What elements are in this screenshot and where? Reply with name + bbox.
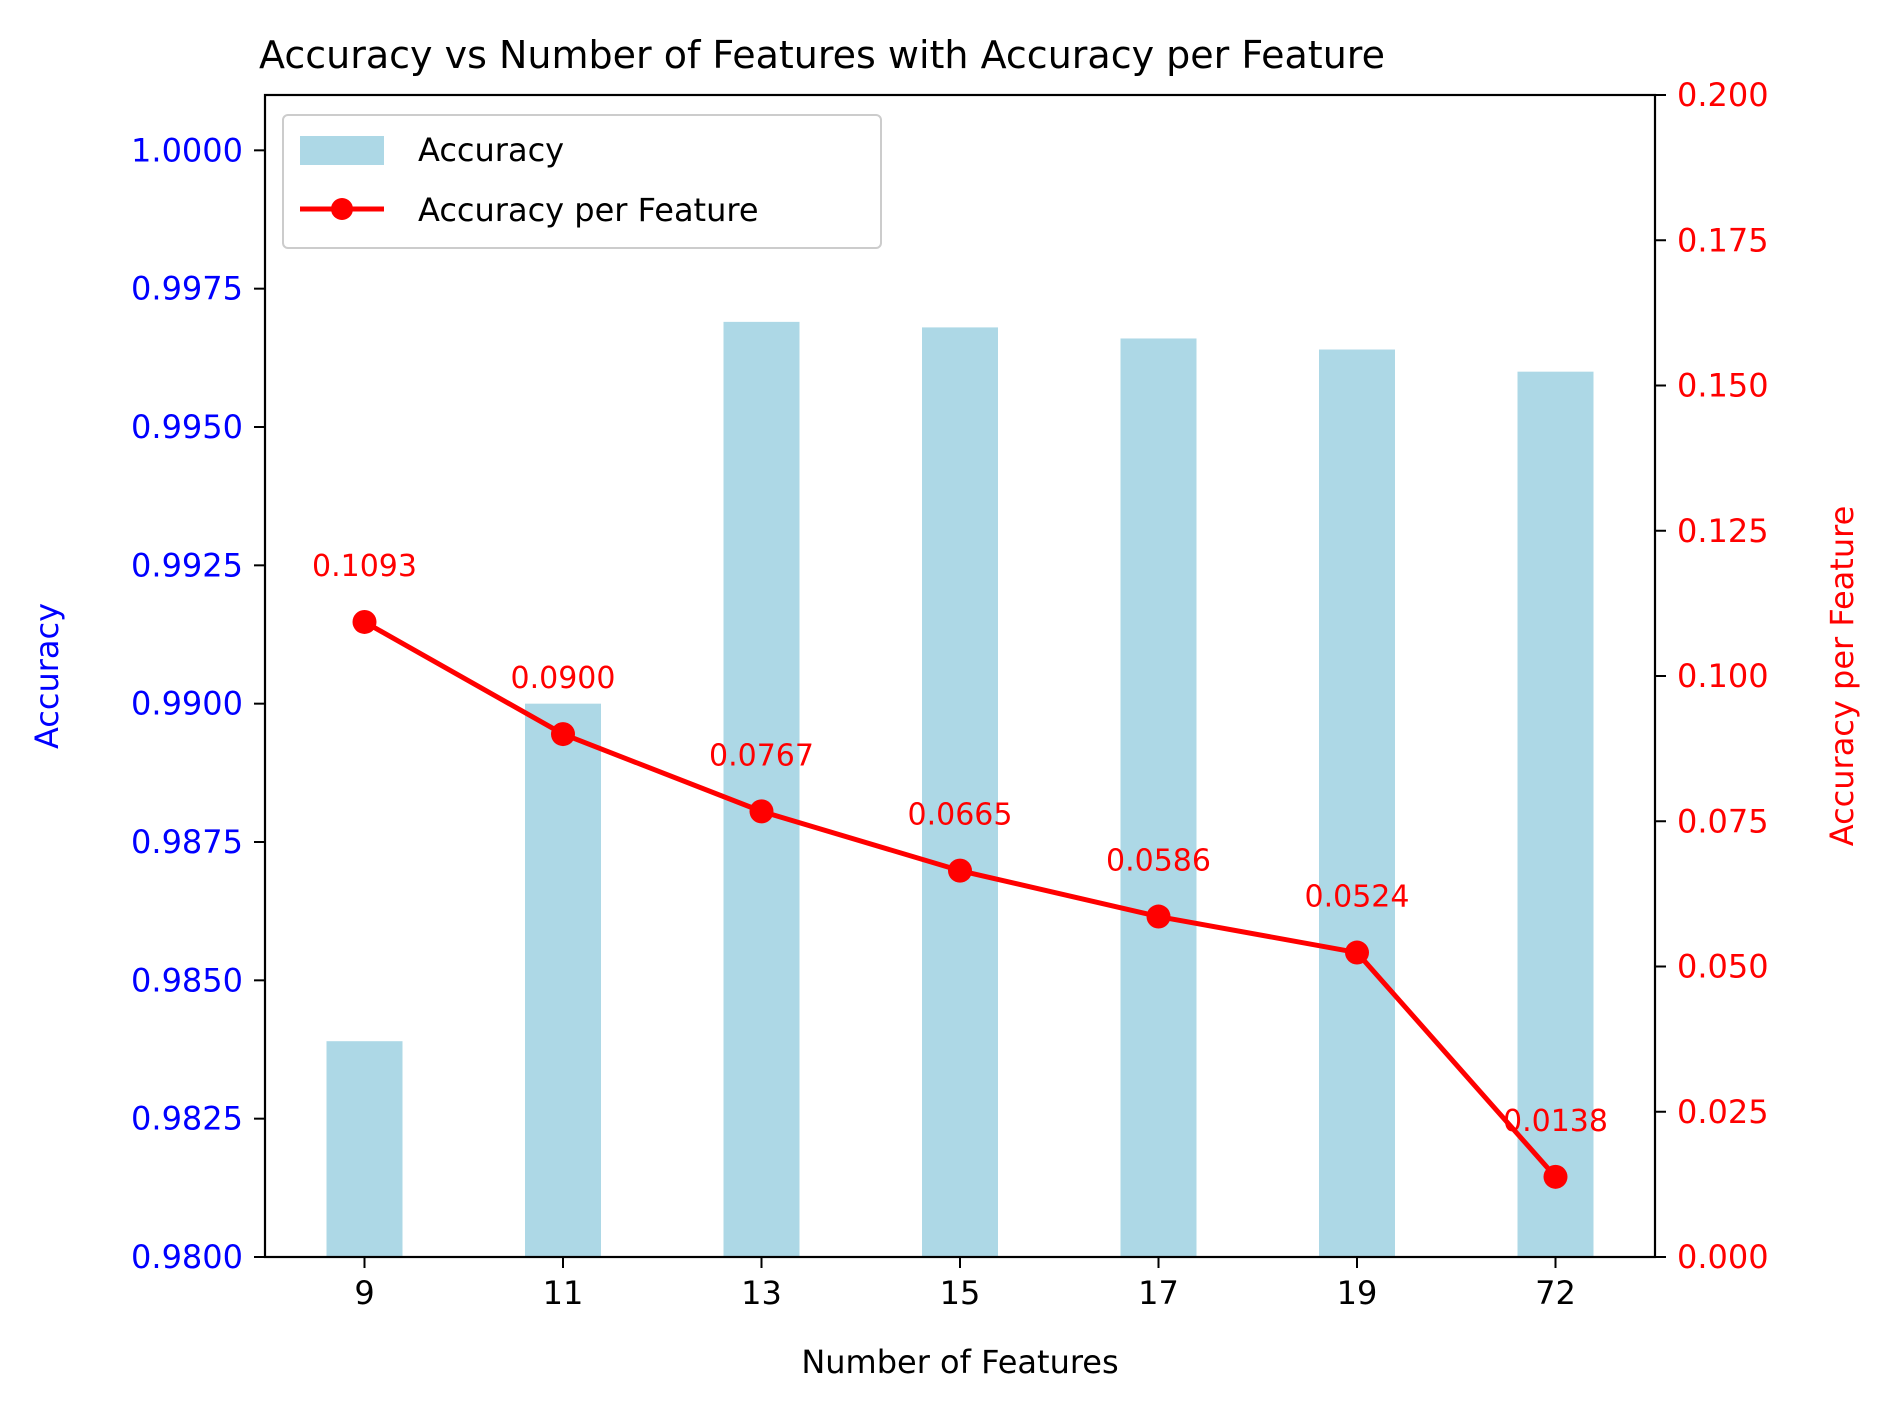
left-y-axis-label: Accuracy — [28, 603, 66, 749]
left-tick-label-5: 0.9925 — [131, 546, 243, 584]
left-y-axis-ticks: 0.9800 0.9825 0.9850 0.9875 0.9900 0.9925 0.99… — [131, 131, 265, 1276]
point-label-17: 0.0586 — [1106, 844, 1211, 879]
right-tick-label-5: 0.125 — [1677, 512, 1769, 550]
x-tick-label-9: 9 — [354, 1274, 374, 1312]
left-tick-label-4: 0.9900 — [131, 685, 243, 723]
point-label-19: 0.0524 — [1305, 880, 1410, 915]
bar-11 — [525, 703, 601, 1257]
point-label-13: 0.0767 — [709, 738, 814, 773]
line-point-17 — [1146, 904, 1171, 929]
bar-9 — [326, 1041, 403, 1257]
right-y-axis-ticks: 0.000 0.025 0.050 0.075 0.100 0.125 0.150 0.175… — [1655, 76, 1769, 1276]
point-label-72: 0.0138 — [1503, 1104, 1608, 1139]
point-label-15: 0.0665 — [908, 798, 1013, 833]
point-label-9: 0.1093 — [312, 549, 417, 584]
right-tick-label-4: 0.100 — [1677, 657, 1769, 695]
x-axis-ticks: 9 11 13 15 17 19 72 — [354, 1257, 1576, 1312]
line-point-19 — [1345, 940, 1369, 965]
chart-title: Accuracy vs Number of Features with Accu… — [259, 33, 1385, 77]
x-tick-label-15: 15 — [940, 1274, 981, 1312]
line-point-9 — [352, 609, 377, 634]
bar-19 — [1319, 349, 1395, 1257]
line-series — [352, 609, 1568, 1189]
legend: Accuracy Accuracy per Feature — [282, 114, 882, 249]
x-tick-label-17: 17 — [1138, 1274, 1179, 1312]
x-tick-label-13: 13 — [741, 1274, 782, 1312]
right-tick-label-8: 0.200 — [1677, 76, 1769, 114]
right-tick-label-6: 0.150 — [1677, 367, 1769, 405]
legend-marker-swatch — [331, 198, 353, 220]
bar-13 — [723, 321, 800, 1257]
line-point-15 — [948, 858, 972, 883]
x-tick-label-11: 11 — [543, 1274, 584, 1312]
right-tick-label-1: 0.025 — [1677, 1093, 1769, 1131]
right-tick-label-3: 0.075 — [1677, 802, 1769, 840]
x-axis-label: Number of Features — [801, 1343, 1118, 1381]
line-point-11 — [551, 722, 575, 747]
bar-17 — [1120, 338, 1197, 1257]
right-tick-label-7: 0.175 — [1677, 221, 1769, 259]
legend-box — [282, 114, 882, 249]
left-tick-label-6: 0.9950 — [131, 408, 243, 446]
x-tick-label-72: 72 — [1535, 1274, 1576, 1312]
point-labels: 0.1093 0.0900 0.0767 0.0665 0.0586 0.0524 0.01… — [312, 549, 1608, 1139]
legend-label-accuracy-per-feature: Accuracy per Feature — [418, 191, 759, 229]
legend-label-accuracy: Accuracy — [418, 131, 564, 169]
point-label-11: 0.0900 — [511, 661, 616, 696]
right-y-axis-label: Accuracy per Feature — [1823, 506, 1861, 847]
left-tick-label-7: 0.9975 — [131, 270, 243, 308]
bar-series — [326, 321, 1594, 1258]
left-tick-label-1: 0.9825 — [131, 1100, 243, 1138]
bar-72 — [1517, 371, 1594, 1258]
right-tick-label-0: 0.000 — [1677, 1238, 1769, 1276]
bar-15 — [922, 327, 998, 1257]
left-tick-label-8: 1.0000 — [131, 131, 243, 169]
left-tick-label-2: 0.9850 — [131, 961, 243, 999]
left-tick-label-3: 0.9875 — [131, 823, 243, 861]
line-point-13 — [749, 799, 774, 824]
right-tick-label-2: 0.050 — [1677, 948, 1769, 986]
left-tick-label-0: 0.9800 — [131, 1238, 243, 1276]
legend-bar-swatch — [300, 136, 384, 165]
x-tick-label-19: 19 — [1337, 1274, 1378, 1312]
line-point-72 — [1543, 1164, 1568, 1189]
